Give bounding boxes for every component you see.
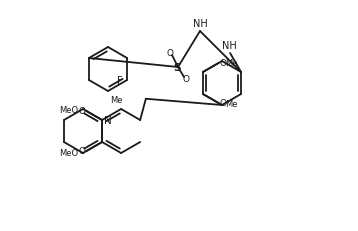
Text: O: O bbox=[78, 107, 86, 116]
Text: O: O bbox=[183, 75, 189, 84]
Text: Me: Me bbox=[110, 96, 122, 105]
Text: NH: NH bbox=[193, 19, 207, 29]
Text: N: N bbox=[104, 116, 112, 125]
Text: MeO: MeO bbox=[59, 148, 78, 157]
Text: S: S bbox=[173, 63, 181, 73]
Text: Me: Me bbox=[226, 100, 238, 109]
Text: O: O bbox=[219, 99, 227, 108]
Text: O: O bbox=[219, 59, 227, 68]
Text: MeO: MeO bbox=[59, 106, 78, 115]
Text: O: O bbox=[78, 147, 86, 156]
Text: F: F bbox=[117, 76, 123, 86]
Text: NH: NH bbox=[222, 41, 236, 51]
Text: Me: Me bbox=[226, 58, 238, 67]
Text: O: O bbox=[166, 49, 174, 58]
